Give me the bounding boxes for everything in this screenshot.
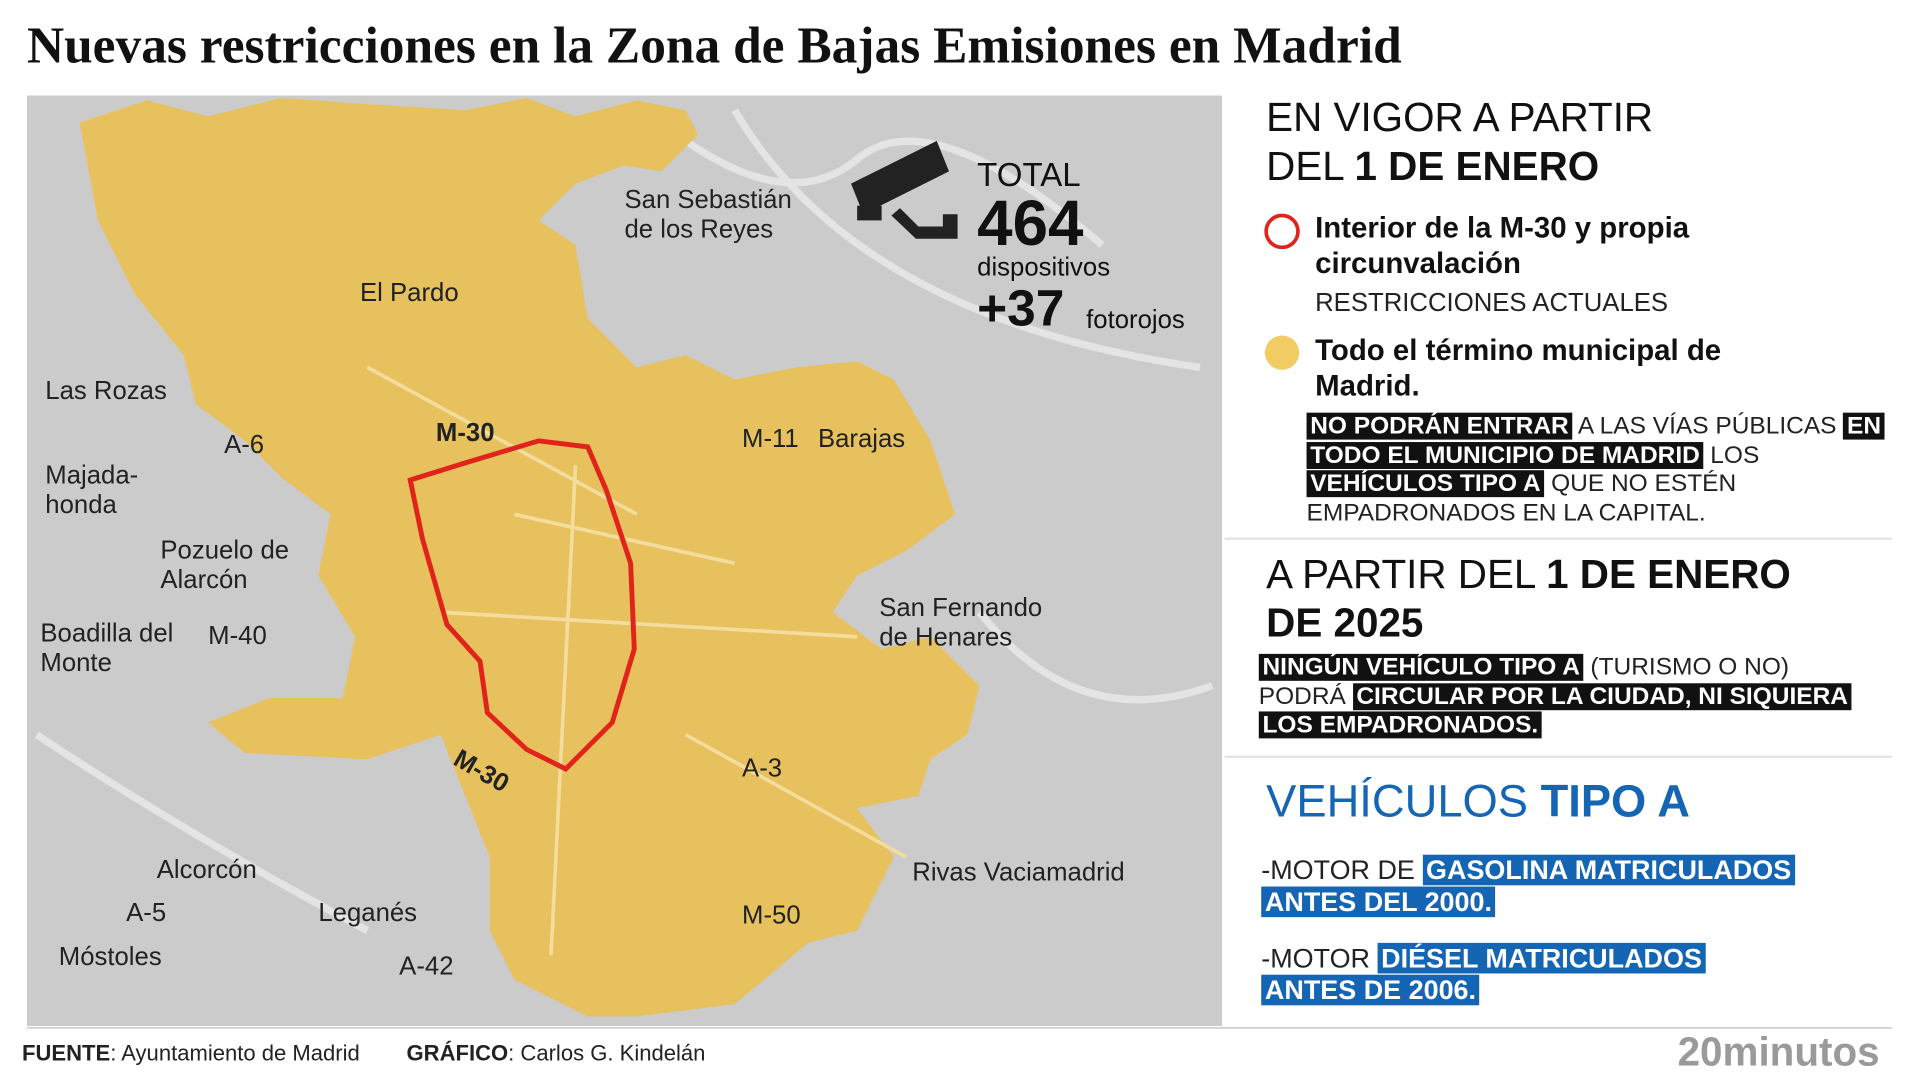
list-item: -MOTOR DE GASOLINA MATRICULADOS ANTES DE… xyxy=(1261,854,1800,919)
heading: VEHÍCULOS TIPO A xyxy=(1266,776,1842,827)
road-label: A-6 xyxy=(224,431,265,460)
text-run: A LAS VÍAS PÚBLICAS xyxy=(1572,412,1844,440)
m30-ring xyxy=(407,438,637,772)
camera-icon xyxy=(851,140,958,239)
place-label: El Pardo xyxy=(360,279,459,308)
paragraph: NO PODRÁN ENTRAR A LAS VÍAS PÚBLICAS EN … xyxy=(1306,412,1885,528)
place-label: Leganés xyxy=(318,898,418,927)
text-run: : Ayuntamiento de Madrid xyxy=(110,1040,360,1066)
text-run: -MOTOR DE xyxy=(1261,854,1423,886)
divider xyxy=(1224,537,1892,541)
text-run: A PARTIR DEL xyxy=(1266,551,1547,597)
road-label: M-11 xyxy=(742,424,799,454)
heading: A PARTIR DEL 1 DE ENERO DE 2025 xyxy=(1266,550,1829,648)
footer-rule xyxy=(26,1027,1892,1029)
text-run: FUENTE xyxy=(22,1040,111,1066)
text-run: (TURISMO O NO) PODRÁ xyxy=(1258,653,1790,710)
map xyxy=(26,95,1223,1027)
text-run: VEHÍCULOS xyxy=(1266,776,1541,827)
credit: GRÁFICO: Carlos G. Kindelán xyxy=(407,1041,706,1067)
map-texture xyxy=(34,108,1214,934)
text-run: 1 DE ENERO DE 2025 xyxy=(1266,551,1791,646)
paragraph: NINGÚN VEHÍCULO TIPO A (TURISMO O NO) PO… xyxy=(1258,653,1871,740)
logo: 20minutos xyxy=(1677,1028,1880,1074)
road-label: M-50 xyxy=(742,901,801,930)
legend-marker xyxy=(1264,335,1300,370)
counter-unit: dispositivos xyxy=(977,253,1111,282)
red-light-value: +37 xyxy=(977,279,1065,337)
place-label: Móstoles xyxy=(58,942,162,972)
legend-marker xyxy=(1264,213,1300,250)
text-run: NO PODRÁN ENTRAR xyxy=(1306,412,1573,440)
place-label: San Fernando de Henares xyxy=(879,593,1043,652)
counter-label: TOTAL xyxy=(977,156,1081,194)
text-run: : Carlos G. Kindelán xyxy=(508,1040,706,1066)
text-run: VEHÍCULOS TIPO A xyxy=(1306,470,1545,498)
place-label: Barajas xyxy=(817,424,906,454)
text-run: LOS xyxy=(1703,441,1760,469)
text-run: EN VIGOR A PARTIR DEL xyxy=(1266,94,1654,189)
text-run: NINGÚN VEHÍCULO TIPO A xyxy=(1258,653,1584,681)
divider xyxy=(1224,755,1892,758)
legend-markers xyxy=(1264,213,1300,370)
municipality-area xyxy=(79,97,980,1017)
text-run: QUE NO ESTÉN EMPADRONADOS EN LA CAPITAL. xyxy=(1306,470,1737,526)
text-run: 1 DE ENERO xyxy=(1354,143,1600,189)
text-run: -MOTOR xyxy=(1261,942,1378,974)
heading: EN VIGOR A PARTIR DEL 1 DE ENERO xyxy=(1266,93,1682,191)
place-label: Las Rozas xyxy=(45,377,167,406)
road-label: M-40 xyxy=(208,622,267,651)
place-label: Alcorcón xyxy=(156,855,257,885)
counter-value: 464 xyxy=(977,188,1084,260)
road-label: A-5 xyxy=(126,898,167,927)
place-label: Boadilla del Monte xyxy=(40,619,174,678)
list-item: -MOTOR DIÉSEL MATRICULADOS ANTES DE 2006… xyxy=(1261,942,1726,1007)
title: Nuevas restricciones en la Zona de Bajas… xyxy=(26,18,1402,75)
text-run: TIPO A xyxy=(1540,776,1690,827)
place-label: Pozuelo de Alarcón xyxy=(160,536,290,594)
place-label: Rivas Vaciamadrid xyxy=(912,858,1125,887)
source: FUENTE: Ayuntamiento de Madrid xyxy=(22,1041,360,1067)
text-run: GRÁFICO xyxy=(406,1040,509,1066)
legend-subtitle: RESTRICCIONES ACTUALES xyxy=(1315,288,1669,318)
red-light-unit: fotorojos xyxy=(1086,306,1185,335)
legend-title: Interior de la M-30 y propia circunvalac… xyxy=(1315,211,1690,281)
place-label: San Sebastián de los Reyes xyxy=(624,186,792,244)
road-label: A-42 xyxy=(399,952,454,981)
legend-title: Todo el término municipal de Madrid. xyxy=(1315,334,1722,403)
road-label: A-3 xyxy=(742,754,783,783)
place-label: Majada-honda xyxy=(45,461,139,520)
road-label: M-30 xyxy=(435,418,495,447)
